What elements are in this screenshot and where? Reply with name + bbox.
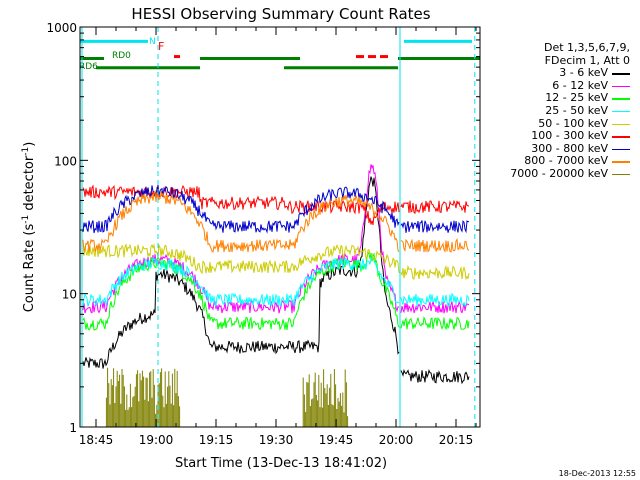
axes: 1 10 100 1000 18:45 19:00 19:15 19:30 19:45 20:00… xyxy=(46,21,480,447)
generation-timestamp: 18-Dec-2013 12:55 xyxy=(558,469,636,478)
x-tick-label: 20:15 xyxy=(439,433,474,447)
flag-label-n: N xyxy=(149,37,156,47)
series-line xyxy=(82,184,470,234)
y-tick-label: 1 xyxy=(69,421,77,435)
x-tick-label: 19:00 xyxy=(139,433,174,447)
legend-label: 12 - 25 keV xyxy=(545,91,608,105)
flag-label-rd6: RD6 xyxy=(79,62,98,72)
x-tick-label: 18:45 xyxy=(79,433,114,447)
legend-swatch xyxy=(612,110,630,113)
series-line xyxy=(105,367,349,427)
legend-decimation: FDecim 1, Att 0 xyxy=(544,53,630,67)
plot-frame xyxy=(79,26,481,428)
legend-swatch xyxy=(612,173,630,176)
series-line xyxy=(82,243,470,281)
legend-label: 800 - 7000 keV xyxy=(524,154,608,168)
x-tick-label: 19:15 xyxy=(199,433,234,447)
series-layer xyxy=(82,164,470,427)
series-7000-20000kev xyxy=(105,367,349,427)
x-tick-label: 19:45 xyxy=(319,433,354,447)
series-300-800kev xyxy=(82,184,470,234)
legend-swatch xyxy=(612,98,630,100)
legend-swatch xyxy=(612,85,630,88)
y-axis-label: Count Rate (s-1 detector-1) xyxy=(21,142,37,313)
legend-item: 3 - 6 keV xyxy=(480,67,638,80)
series-25-50kev xyxy=(82,256,470,308)
legend-label: 100 - 300 keV xyxy=(531,129,608,143)
series-3-6kev xyxy=(82,176,470,385)
flag-label-rd0: RD0 xyxy=(112,51,131,61)
series-line xyxy=(82,256,470,308)
x-axis-label: Start Time (13-Dec-13 18:41:02) xyxy=(175,456,387,471)
x-tick-label: 20:00 xyxy=(379,433,414,447)
legend-label: 25 - 50 keV xyxy=(545,103,608,117)
y-tick-label: 100 xyxy=(54,154,77,168)
legend-swatch xyxy=(612,148,630,151)
series-line xyxy=(82,176,470,385)
legend-swatch xyxy=(612,123,630,126)
legend-swatch xyxy=(612,73,630,75)
boundary-lines xyxy=(81,27,476,427)
legend-item: 7000 - 20000 keV xyxy=(480,166,638,181)
flag-label-f: F xyxy=(158,40,164,53)
series-50-100kev xyxy=(82,243,470,281)
legend-item: 25 - 50 keV xyxy=(480,103,638,118)
chart-title: HESSI Observing Summary Count Rates xyxy=(131,5,430,23)
legend-item: 800 - 7000 keV xyxy=(480,155,638,168)
y-tick-label: 1000 xyxy=(46,21,77,35)
legend-item: 6 - 12 keV xyxy=(480,78,638,93)
legend-swatch xyxy=(612,136,630,138)
legend: Det 1,3,5,6,7,9, FDecim 1, Att 0 3 - 6 k… xyxy=(480,41,638,181)
legend-item: 100 - 300 keV xyxy=(480,130,638,143)
legend-detectors: Det 1,3,5,6,7,9, xyxy=(543,41,630,54)
legend-item: 300 - 800 keV xyxy=(480,141,638,156)
series-line xyxy=(82,189,470,253)
legend-label: 7000 - 20000 keV xyxy=(510,166,608,180)
flag-layer: N F RD0 RD6 xyxy=(79,37,480,72)
legend-label: 6 - 12 keV xyxy=(552,78,608,92)
legend-item: 12 - 25 keV xyxy=(480,92,638,105)
legend-label: 3 - 6 keV xyxy=(559,66,608,80)
x-tick-label: 19:30 xyxy=(259,433,294,447)
legend-items: 3 - 6 keV 6 - 12 keV 12 - 25 keV 25 - 50 ke… xyxy=(480,67,638,180)
legend-item: 50 - 100 keV xyxy=(480,116,638,131)
legend-label: 300 - 800 keV xyxy=(531,141,608,155)
legend-swatch xyxy=(612,161,630,163)
legend-label: 50 - 100 keV xyxy=(538,116,608,130)
y-tick-label: 10 xyxy=(62,288,77,302)
series-800-7000kev xyxy=(82,189,470,253)
